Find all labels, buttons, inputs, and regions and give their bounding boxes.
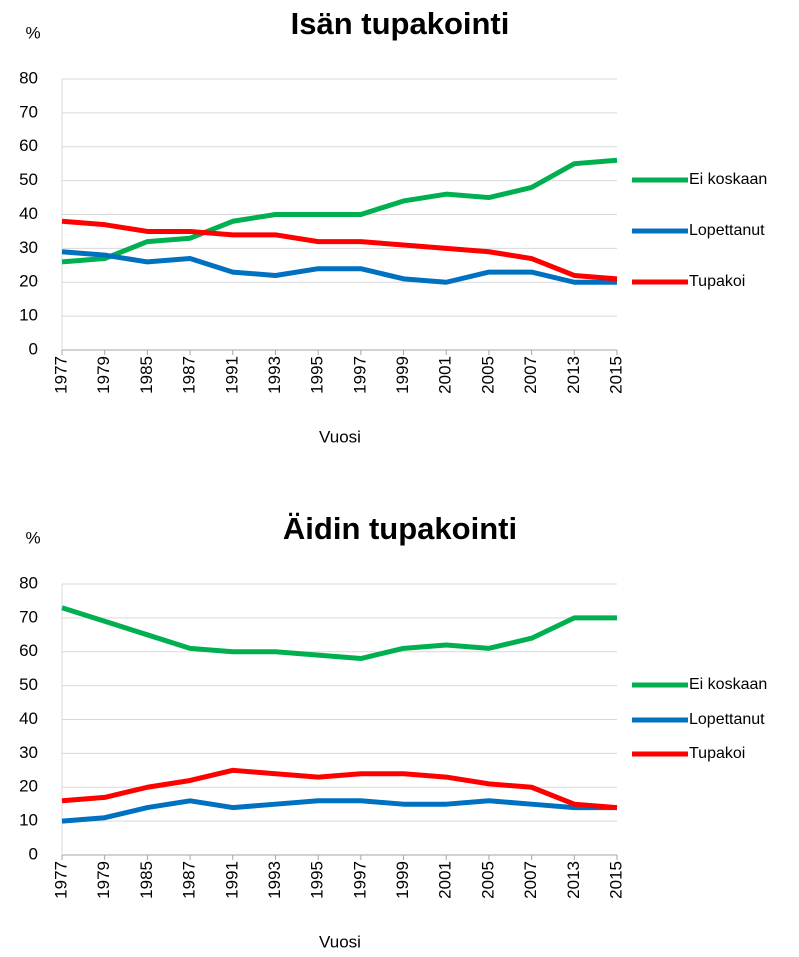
x-tick-label: 1987 xyxy=(180,861,199,899)
x-tick-label: 2001 xyxy=(436,356,455,394)
y-axis-label: % xyxy=(25,528,40,547)
x-tick-label: 1993 xyxy=(265,861,284,899)
x-tick-label: 2013 xyxy=(564,356,583,394)
y-tick-label: 0 xyxy=(29,844,38,863)
x-tick-label: 1977 xyxy=(51,861,70,899)
y-tick-label: 30 xyxy=(19,238,38,257)
y-tick-label: 50 xyxy=(19,675,38,694)
x-tick-label: 2007 xyxy=(521,861,540,899)
series-line xyxy=(61,249,617,285)
x-tick-label: 1985 xyxy=(137,356,156,394)
series-line xyxy=(61,157,618,265)
y-axis-label: % xyxy=(25,23,40,42)
x-tick-label: 1999 xyxy=(393,861,412,899)
x-tick-label: 1979 xyxy=(94,861,113,899)
series-line xyxy=(61,798,617,824)
series-line xyxy=(61,218,618,282)
legend-label: Tupakoi xyxy=(689,273,745,290)
x-tick-label: 1997 xyxy=(350,861,369,899)
y-tick-label: 80 xyxy=(19,68,38,87)
chart-title: Isän tupakointi xyxy=(291,6,510,41)
x-tick-label: 1997 xyxy=(350,356,369,394)
x-tick-label: 1991 xyxy=(222,861,241,899)
x-tick-label: 1987 xyxy=(180,356,199,394)
x-tick-label: 1991 xyxy=(222,356,241,394)
chart: Isän tupakointi% Vuosi 0 10 20 30 40 50 60 70 80 19… xyxy=(19,6,767,446)
legend-label: Lopettanut xyxy=(689,222,765,239)
y-tick-label: 70 xyxy=(19,607,38,626)
x-tick-label: 1995 xyxy=(308,861,327,899)
y-tick-label: 80 xyxy=(19,573,38,592)
x-tick-label: 2005 xyxy=(478,861,497,899)
x-tick-label: 2013 xyxy=(564,861,583,899)
y-tick-label: 20 xyxy=(19,777,38,796)
y-tick-label: 10 xyxy=(19,811,38,830)
chart: Äidin tupakointi% Vuosi 0 10 20 30 40 50 60 70 80 1… xyxy=(19,511,767,951)
legend-label: Tupakoi xyxy=(689,745,745,762)
x-tick-label: 1985 xyxy=(137,861,156,899)
y-tick-label: 30 xyxy=(19,743,38,762)
x-tick-label: 2015 xyxy=(606,861,625,899)
x-axis-label: Vuosi xyxy=(319,932,361,951)
x-axis-label: Vuosi xyxy=(319,427,361,446)
y-tick-label: 40 xyxy=(19,204,38,223)
y-tick-label: 60 xyxy=(19,641,38,660)
x-tick-label: 1993 xyxy=(265,356,284,394)
y-tick-label: 50 xyxy=(19,170,38,189)
legend-label: Ei koskaan xyxy=(689,676,767,693)
y-tick-label: 40 xyxy=(19,709,38,728)
y-tick-label: 10 xyxy=(19,306,38,325)
y-tick-label: 0 xyxy=(29,339,38,358)
y-tick-label: 60 xyxy=(19,136,38,155)
legend-label: Ei koskaan xyxy=(689,171,767,188)
legend-label: Lopettanut xyxy=(689,711,765,728)
x-tick-label: 2001 xyxy=(436,861,455,899)
x-tick-label: 1995 xyxy=(308,356,327,394)
x-tick-label: 1977 xyxy=(51,356,70,394)
y-tick-label: 20 xyxy=(19,272,38,291)
series-line xyxy=(61,767,618,811)
x-tick-label: 1979 xyxy=(94,356,113,394)
x-tick-label: 2005 xyxy=(478,356,497,394)
series-line xyxy=(61,605,617,662)
y-tick-label: 70 xyxy=(19,102,38,121)
x-tick-label: 2015 xyxy=(606,356,625,394)
chart-title: Äidin tupakointi xyxy=(283,511,517,546)
x-tick-label: 2007 xyxy=(521,356,540,394)
x-tick-label: 1999 xyxy=(393,356,412,394)
